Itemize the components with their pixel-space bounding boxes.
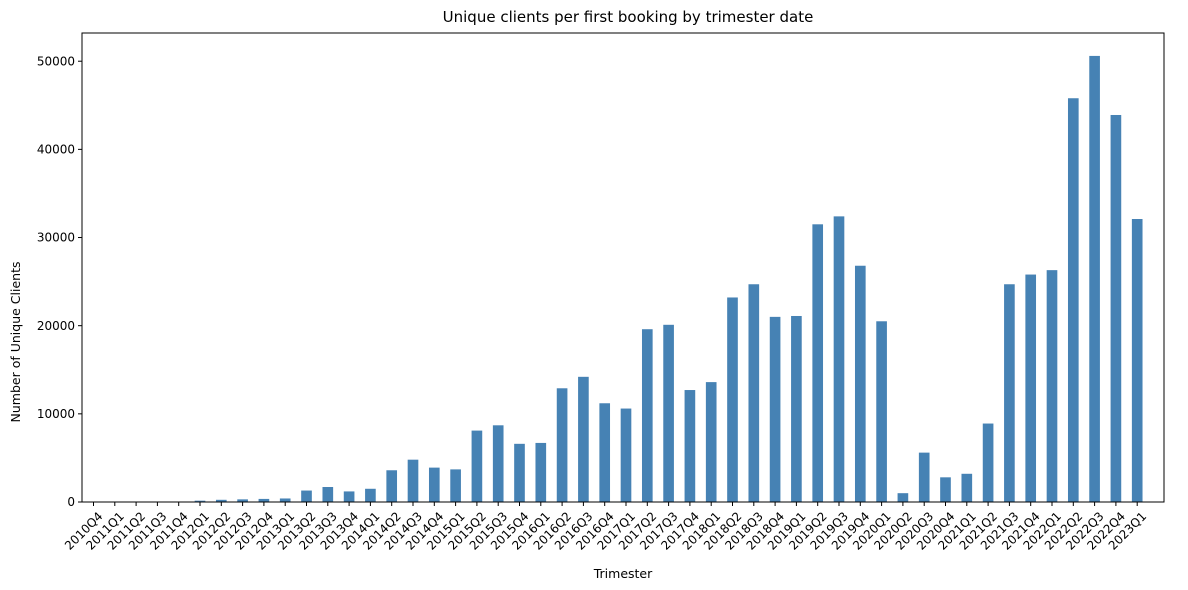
bar-2021Q1 [961, 473, 973, 502]
chart-title: Unique clients per first booking by trim… [443, 8, 814, 26]
bar-2022Q1 [1046, 270, 1058, 502]
bar-2013Q2 [301, 490, 312, 502]
bar-2017Q1 [620, 408, 632, 502]
bar-2015Q1 [450, 469, 461, 502]
bar-2016Q1 [535, 442, 547, 502]
bar-2017Q3 [663, 324, 674, 502]
bar-2018Q3 [748, 284, 760, 502]
y-tick-label: 30000 [37, 231, 75, 245]
bar-2016Q3 [578, 376, 589, 502]
bar-2014Q3 [407, 459, 419, 502]
bar-2019Q1 [791, 315, 802, 502]
bar-2022Q4 [1110, 114, 1122, 503]
bar-2022Q2 [1067, 98, 1079, 503]
bar-2014Q1 [365, 488, 376, 502]
bar-2014Q2 [386, 470, 398, 502]
bar-2019Q4 [854, 265, 866, 502]
bar-2012Q4 [258, 498, 270, 502]
bar-2014Q4 [428, 467, 440, 502]
y-axis-label: Number of Unique Clients [8, 262, 23, 423]
bar-2020Q1 [876, 321, 887, 502]
bar-2020Q4 [940, 477, 951, 502]
bar-2012Q2 [215, 499, 227, 502]
bar-2015Q4 [514, 443, 525, 502]
y-tick-label: 50000 [37, 54, 75, 68]
bar-2021Q3 [1004, 284, 1015, 502]
bar-2019Q2 [812, 224, 824, 503]
plot-frame [81, 32, 1165, 503]
x-axis-label: Trimester [593, 566, 653, 581]
bar-2017Q4 [684, 390, 696, 502]
bar-2020Q2 [897, 493, 909, 502]
bar-2023Q1 [1131, 219, 1143, 502]
y-axis-ticks: 0 10000 20000 30000 40000 50000 [37, 54, 82, 509]
bar-2013Q1 [279, 498, 291, 502]
bar-2020Q3 [918, 452, 930, 502]
bar-2013Q4 [343, 491, 355, 502]
bar-2018Q2 [727, 297, 738, 502]
bar-2016Q2 [556, 388, 568, 502]
bar-2016Q4 [599, 403, 611, 502]
bar-2013Q3 [322, 487, 334, 502]
bar-2021Q2 [982, 423, 994, 502]
bar-2019Q3 [833, 216, 845, 502]
bar-2015Q3 [492, 425, 504, 502]
y-tick-label: 0 [67, 495, 75, 509]
y-tick-label: 40000 [37, 143, 75, 157]
bar-2021Q4 [1025, 274, 1037, 502]
bar-series [88, 55, 1143, 503]
y-tick-label: 10000 [37, 407, 75, 421]
bar-2015Q2 [471, 430, 483, 502]
bar-2012Q3 [237, 499, 248, 502]
bar-2017Q2 [641, 329, 653, 502]
bar-2018Q4 [769, 316, 781, 502]
x-axis-ticks: 2010Q42011Q12011Q22011Q32011Q42012Q12012… [62, 502, 1149, 553]
bar-2012Q1 [194, 500, 206, 502]
bar-2018Q1 [705, 382, 717, 502]
y-tick-label: 20000 [37, 319, 75, 333]
bar-2022Q3 [1089, 55, 1100, 503]
